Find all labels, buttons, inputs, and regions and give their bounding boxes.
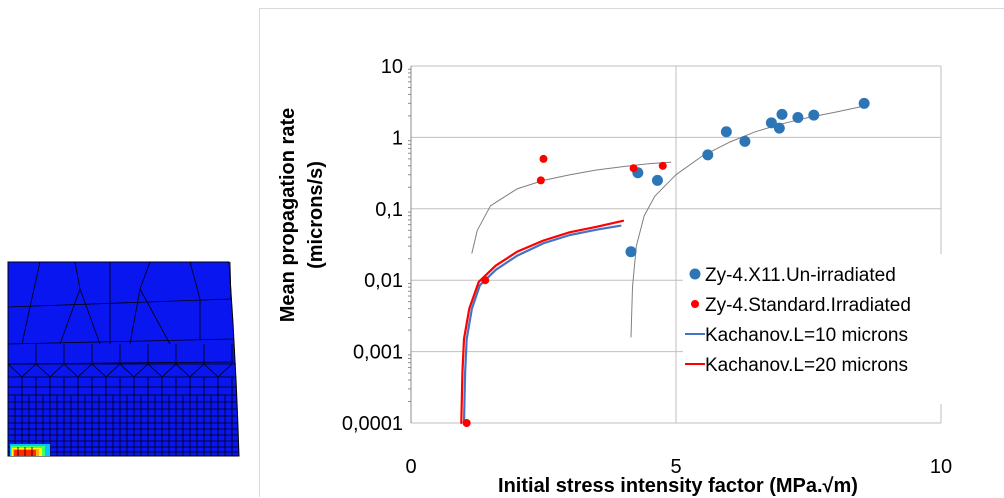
y-tick-label: 0,1 [375, 199, 403, 221]
legend-entry-label: Kachanov.L=20 microns [705, 355, 908, 376]
data-point-un-irradiated [774, 123, 785, 134]
series-line-kachanov-l-20-microns [461, 221, 623, 423]
data-point-irradiated [481, 276, 489, 284]
x-axis-title: Initial stress intensity factor (MPa.√m) [498, 475, 858, 497]
y-tick-label: 0,01 [364, 270, 403, 292]
data-point-un-irradiated [652, 175, 663, 186]
y-tick-label: 0,0001 [342, 413, 403, 435]
y-tick-label: 10 [381, 56, 403, 78]
y-axis-title-line-1: Mean propagation rate [277, 108, 299, 322]
legend-marker [691, 300, 699, 308]
x-tick-label: 0 [405, 456, 416, 478]
data-point-un-irradiated [739, 136, 750, 147]
fe-mesh-figure [0, 259, 243, 459]
legend-entry-label: Zy-4.X11.Un-irradiated [705, 265, 896, 286]
y-axis-title-line-2: (microns/s) [305, 161, 327, 269]
data-point-un-irradiated [792, 112, 803, 123]
data-point-irradiated [463, 419, 471, 427]
x-tick-label: 10 [930, 456, 952, 478]
data-point-irradiated [540, 155, 548, 163]
data-point-un-irradiated [777, 109, 788, 120]
data-point-un-irradiated [721, 126, 732, 137]
legend: Zy-4.X11.Un-irradiated Zy-4.Standard.Irra… [683, 254, 1003, 404]
data-point-un-irradiated [702, 149, 713, 160]
legend-marker [690, 269, 701, 280]
fe-mesh-image [0, 259, 243, 459]
chart-area: 0,0001 0,001 0,01 0,1 1 10 0 5 10 Zy-4.X11.Un-ir… [259, 8, 1004, 497]
data-point-irradiated [630, 164, 638, 172]
data-point-irradiated [659, 162, 667, 170]
legend-entry-label: Kachanov.L=10 microns [705, 325, 908, 346]
legend-entry-label: Zy-4.Standard.Irradiated [705, 295, 911, 316]
data-point-un-irradiated [808, 110, 819, 121]
data-point-irradiated [537, 176, 545, 184]
y-axis-title: Mean propagation rate (microns/s) [277, 108, 327, 322]
data-point-un-irradiated [859, 98, 870, 109]
y-tick-label: 1 [392, 127, 403, 149]
data-point-un-irradiated [625, 246, 636, 257]
y-tick-label: 0,001 [353, 342, 403, 364]
series-line-kachanov-l-10-microns [464, 226, 620, 423]
